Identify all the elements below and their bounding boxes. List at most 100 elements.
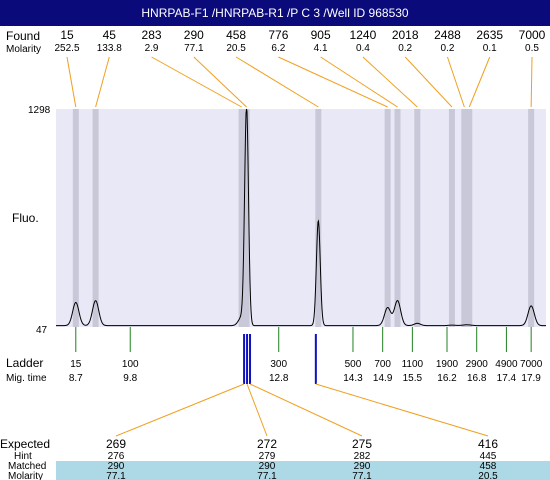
found-molarity-label: 0.2: [441, 43, 455, 54]
found-size-label: 1240: [350, 28, 377, 42]
peak-band: [394, 109, 401, 327]
expected-size: 416: [478, 437, 498, 451]
fluo-axis-label: Fluo.: [12, 211, 39, 225]
mig-time-label: 16.2: [437, 373, 457, 384]
expected-leader-line: [315, 383, 489, 437]
found-size-label: 7000: [519, 28, 546, 42]
found-molarity-label: 4.1: [314, 43, 328, 54]
ladder-size-label: 15: [70, 359, 82, 370]
peak-band: [238, 109, 245, 327]
found-molarity-label: 0.5: [525, 43, 539, 54]
matched-molarity: 77.1: [352, 471, 372, 480]
mig-time-label: 17.9: [521, 373, 541, 384]
ladder-row-label: Ladder: [6, 356, 43, 370]
found-molarity-label: 0.4: [356, 43, 370, 54]
expected-leader-line: [246, 383, 268, 437]
ladder-size-label: 300: [270, 359, 287, 370]
y-tick-label: 1298: [28, 105, 51, 116]
peak-band: [243, 109, 250, 327]
peak-band: [315, 109, 322, 327]
expected-leader-line: [115, 383, 245, 437]
peak-leader-line: [320, 56, 398, 108]
peak-band: [72, 109, 79, 327]
y-tick-label: 47: [36, 325, 48, 336]
matched-highlight: [56, 461, 550, 480]
molarity-bottom-row-label: Molarity: [8, 471, 43, 480]
hint-size: 279: [259, 451, 276, 462]
peak-leader-line: [193, 56, 247, 108]
ladder-size-label: 100: [122, 359, 139, 370]
ladder-size-label: 4900: [495, 359, 518, 370]
hint-size: 282: [354, 451, 371, 462]
found-molarity-label: 2.9: [145, 43, 159, 54]
mig-time-label: 8.7: [69, 373, 83, 384]
mig-time-label: 17.4: [497, 373, 517, 384]
mig-time-row-label: Mig. time: [6, 373, 47, 384]
matched-molarity: 77.1: [106, 471, 126, 480]
ladder-size-label: 2900: [466, 359, 489, 370]
peak-leader-line: [95, 56, 110, 108]
found-size-label: 2635: [476, 28, 503, 42]
found-molarity-label: 20.5: [226, 43, 246, 54]
found-size-label: 45: [103, 28, 117, 42]
peak-leader-line: [404, 56, 453, 108]
matched-molarity: 77.1: [257, 471, 277, 480]
expected-size: 275: [352, 437, 372, 451]
mig-time-label: 14.3: [343, 373, 363, 384]
molarity-row-label: Molarity: [6, 44, 41, 55]
found-row-label: Found: [6, 29, 40, 43]
found-size-label: 776: [268, 28, 288, 42]
matched-molarity: 20.5: [478, 471, 498, 480]
ladder-size-label: 1100: [402, 359, 424, 370]
found-size-label: 458: [226, 28, 246, 42]
expected-size: 269: [106, 437, 126, 451]
peak-leader-line: [235, 56, 319, 108]
peak-band: [461, 109, 468, 327]
found-molarity-label: 252.5: [54, 43, 79, 54]
expected-size: 272: [257, 437, 277, 451]
peak-leader-line: [278, 56, 388, 108]
matched-size: 458: [480, 461, 497, 472]
found-size-label: 290: [184, 28, 204, 42]
matched-size: 290: [108, 461, 125, 472]
peak-band: [528, 109, 535, 327]
hint-size: 276: [108, 451, 125, 462]
expected-row-label: Expected: [0, 437, 50, 451]
peak-leader-line: [530, 56, 533, 108]
found-size-label: 2488: [434, 28, 461, 42]
found-molarity-label: 0.2: [398, 43, 412, 54]
peak-band: [414, 109, 421, 327]
matched-row-label: Matched: [8, 461, 46, 472]
found-molarity-label: 6.2: [271, 43, 285, 54]
mig-time-label: 14.9: [373, 373, 393, 384]
found-size-label: 2018: [392, 28, 419, 42]
ladder-size-label: 700: [374, 359, 391, 370]
hint-row-label: Hint: [14, 451, 32, 462]
peak-leader-line: [446, 56, 465, 108]
ladder-size-label: 1900: [436, 359, 459, 370]
peak-leader-line: [362, 56, 418, 108]
found-size-label: 905: [311, 28, 331, 42]
matched-size: 290: [354, 461, 371, 472]
ladder-size-label: 7000: [520, 359, 543, 370]
matched-size: 290: [259, 461, 276, 472]
mig-time-label: 9.8: [123, 373, 137, 384]
mig-time-label: 12.8: [269, 373, 289, 384]
peak-leader-line: [66, 56, 77, 108]
electropherogram-trace: [56, 108, 546, 327]
ladder-size-label: 500: [345, 359, 362, 370]
found-molarity-label: 0.1: [483, 43, 497, 54]
plot-area: [56, 109, 546, 327]
found-molarity-label: 133.8: [97, 43, 122, 54]
found-size-label: 15: [60, 28, 74, 42]
chart-title: HNRPAB-F1 /HNRPAB-R1 /P C 3 /Well ID 968…: [0, 0, 550, 26]
peak-leader-line: [468, 56, 491, 108]
peak-band: [92, 109, 99, 327]
peak-band: [466, 109, 473, 327]
mig-time-label: 15.5: [403, 373, 423, 384]
found-size-label: 283: [142, 28, 162, 42]
peak-band: [384, 109, 391, 327]
hint-size: 445: [480, 451, 497, 462]
mig-time-label: 16.8: [467, 373, 487, 384]
peak-leader-line: [151, 56, 242, 108]
